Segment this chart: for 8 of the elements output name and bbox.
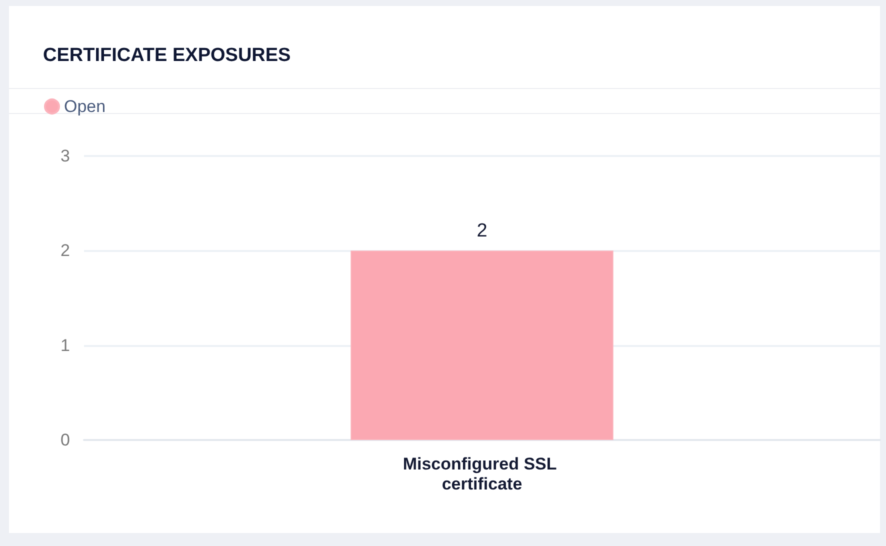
y-tick-label: 2 (60, 241, 70, 260)
y-tick-label: 0 (60, 430, 70, 450)
y-tick-label: 3 (60, 146, 70, 166)
data-label: 2 (476, 220, 488, 242)
y-tick-label: 1 (60, 336, 70, 355)
legend-label: Open (64, 97, 106, 116)
chart-title: CERTIFICATE EXPOSURES (43, 45, 291, 66)
x-tick-label: Misconfigured SSL certificate (402, 454, 562, 494)
